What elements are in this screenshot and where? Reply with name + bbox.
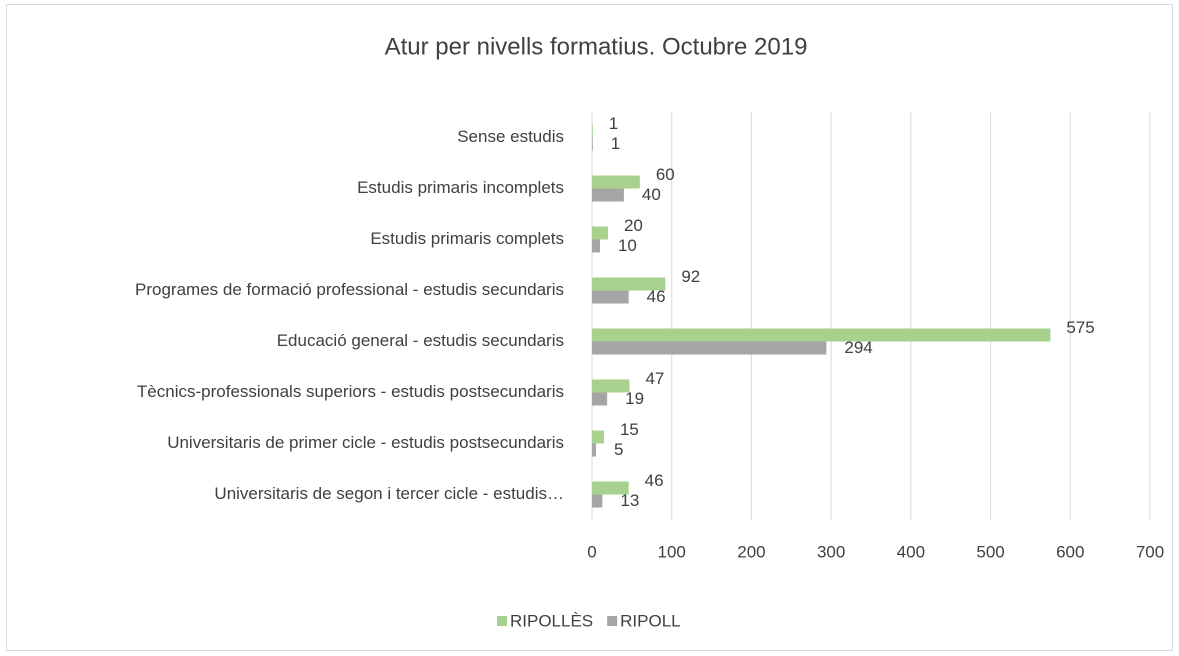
y-tick-label: Universitaris de primer cicle - estudis … (167, 433, 564, 452)
x-tick-label: 100 (658, 542, 686, 561)
data-label: 20 (624, 216, 643, 235)
bar (592, 379, 630, 393)
y-tick-label: Educació general - estudis secundaris (277, 331, 564, 350)
bar (592, 226, 608, 240)
legend-label: RIPOLL (620, 611, 680, 630)
bar (592, 494, 603, 508)
data-label: 294 (844, 338, 872, 357)
bar (592, 239, 600, 253)
x-tick-label: 700 (1136, 542, 1164, 561)
bar (592, 175, 640, 189)
bar (592, 124, 593, 138)
data-label: 92 (681, 267, 700, 286)
legend-label: RIPOLLÈS (510, 611, 593, 630)
data-label: 5 (614, 440, 623, 459)
bar (592, 137, 593, 151)
chart-title: Atur per nivells formatius. Octubre 2019 (385, 33, 808, 60)
data-label: 1 (611, 134, 620, 153)
data-label: 60 (656, 165, 675, 184)
y-tick-label: Universitaris de segon i tercer cicle - … (214, 484, 564, 503)
data-label: 46 (647, 287, 666, 306)
data-label: 575 (1066, 318, 1094, 337)
y-tick-label: Estudis primaris incomplets (357, 178, 564, 197)
data-label: 46 (645, 471, 664, 490)
data-label: 47 (645, 369, 664, 388)
x-tick-label: 600 (1056, 542, 1084, 561)
data-label: 40 (642, 185, 661, 204)
y-tick-label: Sense estudis (457, 127, 564, 146)
x-tick-label: 200 (737, 542, 765, 561)
x-tick-label: 400 (897, 542, 925, 561)
bar (592, 430, 604, 444)
x-tick-label: 500 (976, 542, 1004, 561)
data-label: 10 (618, 236, 637, 255)
bar (592, 277, 666, 291)
data-label: 19 (625, 389, 644, 408)
y-tick-label: Programes de formació professional - est… (135, 280, 564, 299)
bar (592, 443, 596, 457)
x-tick-label: 300 (817, 542, 845, 561)
y-tick-label: Estudis primaris complets (370, 229, 564, 248)
data-label: 15 (620, 420, 639, 439)
chart-border (6, 4, 1173, 651)
bar (592, 290, 629, 304)
x-tick-label: 0 (587, 542, 596, 561)
bar (592, 188, 624, 202)
y-tick-label: Tècnics-professionals superiors - estudi… (137, 382, 564, 401)
bar (592, 328, 1051, 342)
data-label: 1 (609, 114, 618, 133)
bar (592, 481, 629, 495)
legend-swatch (607, 616, 618, 626)
legend-swatch (497, 616, 507, 626)
bar (592, 341, 827, 355)
bar (592, 392, 608, 406)
data-label: 13 (620, 491, 639, 510)
